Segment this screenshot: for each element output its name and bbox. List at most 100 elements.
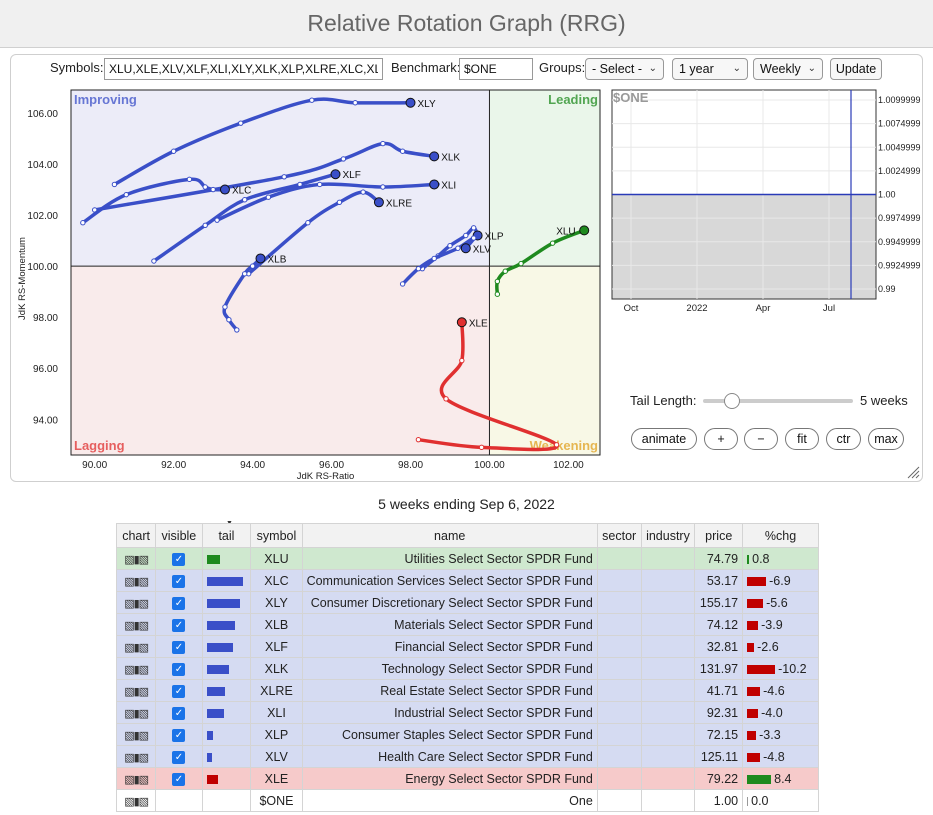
chart-icon-cell[interactable]: ▧▮▧ bbox=[115, 767, 157, 790]
header-chart[interactable]: chart bbox=[115, 523, 157, 548]
zoom-in-button[interactable]: + bbox=[704, 428, 738, 450]
chart-icon[interactable]: ▧▮▧ bbox=[124, 663, 149, 676]
series-XLI[interactable]: XLI bbox=[214, 179, 456, 223]
tail-length-slider[interactable] bbox=[703, 393, 853, 409]
chart-icon[interactable]: ▧▮▧ bbox=[124, 773, 149, 786]
chart-icon-cell[interactable]: ▧▮▧ bbox=[115, 679, 157, 702]
table-row[interactable]: ▧▮▧ ✓ XLE Energy Select Sector SPDR Fund 79.… bbox=[115, 767, 819, 790]
table-row[interactable]: ▧▮▧ ✓ XLB Materials Select Sector SPDR Fund… bbox=[115, 613, 819, 636]
visible-cell[interactable]: ✓ bbox=[155, 723, 203, 746]
header-name[interactable]: name bbox=[301, 523, 598, 548]
visible-checkbox[interactable]: ✓ bbox=[172, 750, 186, 764]
period-select[interactable]: 1 year ⌄ bbox=[672, 58, 748, 80]
series-XLF[interactable]: XLF bbox=[151, 169, 361, 264]
animate-button[interactable]: animate bbox=[631, 428, 697, 450]
chart-icon-cell[interactable]: ▧▮▧ bbox=[115, 657, 157, 680]
chart-icon[interactable]: ▧▮▧ bbox=[124, 597, 149, 610]
slider-thumb[interactable] bbox=[724, 393, 740, 409]
header-sector[interactable]: sector bbox=[596, 523, 642, 548]
series-XLE[interactable]: XLE bbox=[415, 317, 560, 452]
chart-icon[interactable]: ▧▮▧ bbox=[124, 729, 149, 742]
visible-cell[interactable]: ✓ bbox=[155, 569, 203, 592]
groups-select[interactable]: - Select - ⌄ bbox=[585, 58, 664, 80]
visible-cell[interactable]: ✓ bbox=[155, 745, 203, 768]
chart-icon[interactable]: ▧▮▧ bbox=[124, 641, 149, 654]
head-point[interactable] bbox=[460, 243, 471, 254]
chart-icon-cell[interactable]: ▧▮▧ bbox=[115, 745, 157, 768]
visible-checkbox[interactable]: ✓ bbox=[172, 662, 186, 676]
chart-icon-cell[interactable]: ▧▮▧ bbox=[115, 789, 157, 812]
series-XLY[interactable]: XLY bbox=[111, 97, 436, 188]
table-row[interactable]: ▧▮▧ ✓ XLK Technology Select Sector SPDR Fun… bbox=[115, 657, 819, 680]
header-price[interactable]: price bbox=[694, 523, 744, 548]
symbols-input[interactable] bbox=[104, 58, 383, 80]
visible-cell[interactable]: ✓ bbox=[155, 657, 203, 680]
series-XLC[interactable]: XLC bbox=[80, 176, 252, 226]
table-row[interactable]: ▧▮▧ ✓ XLU Utilities Select Sector SPDR Fund… bbox=[115, 547, 819, 570]
chart-icon-cell[interactable]: ▧▮▧ bbox=[115, 569, 157, 592]
chart-icon[interactable]: ▧▮▧ bbox=[124, 619, 149, 632]
chart-icon[interactable]: ▧▮▧ bbox=[124, 795, 149, 808]
header-industry[interactable]: industry bbox=[640, 523, 696, 548]
table-row[interactable]: ▧▮▧ ✓ XLY Consumer Discretionary Select Sec… bbox=[115, 591, 819, 614]
table-row[interactable]: ▧▮▧ ✓ XLI Industrial Select Sector SPDR Fun… bbox=[115, 701, 819, 724]
visible-cell[interactable]: ✓ bbox=[155, 679, 203, 702]
max-button[interactable]: max bbox=[868, 428, 904, 450]
zoom-out-button[interactable]: − bbox=[744, 428, 778, 450]
head-point[interactable] bbox=[405, 97, 416, 108]
chart-icon[interactable]: ▧▮▧ bbox=[124, 707, 149, 720]
visible-checkbox[interactable]: ✓ bbox=[172, 640, 186, 654]
chart-icon[interactable]: ▧▮▧ bbox=[124, 575, 149, 588]
visible-cell[interactable]: ✓ bbox=[155, 767, 203, 790]
header-tail[interactable]: tail bbox=[201, 523, 252, 548]
table-row[interactable]: ▧▮▧ ✓ XLV Health Care Select Sector SPDR Fu… bbox=[115, 745, 819, 768]
header-pctchg[interactable]: %chg bbox=[742, 523, 819, 548]
table-row[interactable]: ▧▮▧ ✓ XLF Financial Select Sector SPDR Fund… bbox=[115, 635, 819, 658]
visible-cell[interactable]: ✓ bbox=[155, 613, 203, 636]
benchmark-input[interactable] bbox=[459, 58, 533, 80]
series-XLK[interactable]: XLK bbox=[91, 140, 460, 213]
fit-button[interactable]: fit bbox=[785, 428, 819, 450]
head-point[interactable] bbox=[373, 197, 384, 208]
interval-select[interactable]: Weekly ⌄ bbox=[753, 58, 823, 80]
resize-handle-icon[interactable] bbox=[906, 465, 920, 479]
visible-checkbox[interactable]: ✓ bbox=[172, 684, 186, 698]
visible-cell[interactable]: ✓ bbox=[155, 591, 203, 614]
header-visible[interactable]: visible bbox=[155, 523, 203, 548]
series-XLV[interactable]: XLV bbox=[399, 235, 491, 287]
head-point[interactable] bbox=[429, 179, 440, 190]
chart-icon-cell[interactable]: ▧▮▧ bbox=[115, 635, 157, 658]
chart-icon[interactable]: ▧▮▧ bbox=[124, 751, 149, 764]
visible-cell[interactable]: ✓ bbox=[155, 635, 203, 658]
table-row[interactable]: ▧▮▧ ✓ XLRE Real Estate Select Sector SPDR F… bbox=[115, 679, 819, 702]
header-symbol[interactable]: symbol bbox=[250, 523, 303, 548]
visible-cell[interactable] bbox=[155, 789, 203, 812]
visible-checkbox[interactable]: ✓ bbox=[172, 618, 186, 632]
head-point[interactable] bbox=[579, 225, 590, 236]
table-row[interactable]: ▧▮▧ ✓ XLP Consumer Staples Select Sector SP… bbox=[115, 723, 819, 746]
visible-checkbox[interactable]: ✓ bbox=[172, 772, 186, 786]
chart-icon-cell[interactable]: ▧▮▧ bbox=[115, 723, 157, 746]
head-point[interactable] bbox=[456, 317, 467, 328]
chart-icon-cell[interactable]: ▧▮▧ bbox=[115, 613, 157, 636]
visible-checkbox[interactable]: ✓ bbox=[172, 706, 186, 720]
series-XLRE[interactable]: XLRE bbox=[245, 189, 412, 277]
visible-checkbox[interactable]: ✓ bbox=[172, 574, 186, 588]
visible-checkbox[interactable]: ✓ bbox=[172, 552, 186, 566]
chart-icon[interactable]: ▧▮▧ bbox=[124, 553, 149, 566]
chart-icon-cell[interactable]: ▧▮▧ bbox=[115, 701, 157, 724]
chart-icon-cell[interactable]: ▧▮▧ bbox=[115, 591, 157, 614]
chart-icon-cell[interactable]: ▧▮▧ bbox=[115, 547, 157, 570]
visible-checkbox[interactable]: ✓ bbox=[172, 596, 186, 610]
head-point[interactable] bbox=[255, 253, 266, 264]
head-point[interactable] bbox=[429, 151, 440, 162]
series-XLB[interactable]: XLB bbox=[222, 253, 287, 333]
chart-icon[interactable]: ▧▮▧ bbox=[124, 685, 149, 698]
table-row[interactable]: ▧▮▧ ✓ XLC Communication Services Select Sec… bbox=[115, 569, 819, 592]
update-button[interactable]: Update bbox=[830, 58, 882, 80]
visible-cell[interactable]: ✓ bbox=[155, 701, 203, 724]
visible-checkbox[interactable]: ✓ bbox=[172, 728, 186, 742]
series-XLU[interactable]: XLU bbox=[494, 225, 590, 297]
table-row[interactable]: ▧▮▧ $ONE One 1.00 0.0 bbox=[115, 789, 819, 812]
